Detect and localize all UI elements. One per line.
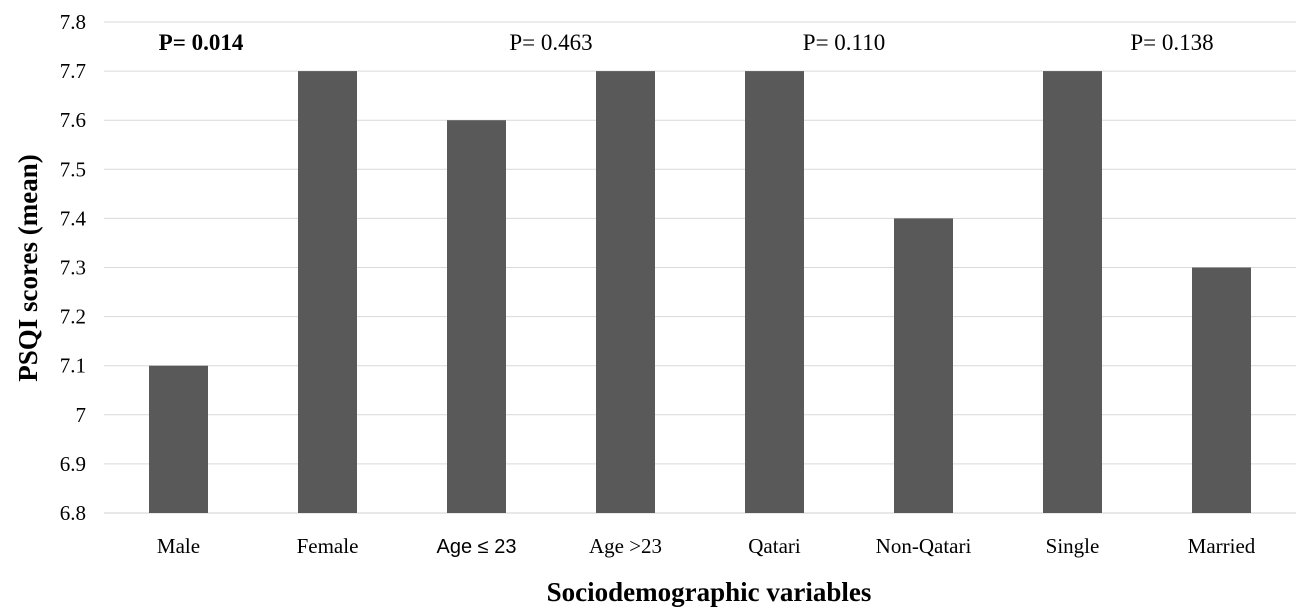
x-tick-label: Single: [1046, 534, 1100, 558]
bar: [1192, 267, 1251, 513]
gridlines: [104, 21, 1296, 514]
y-tick-label: 7.6: [60, 108, 86, 132]
x-axis-title: Sociodemographic variables: [547, 577, 872, 607]
x-tick-label: Age >23: [589, 534, 662, 558]
y-axis-ticks: 6.8 6.9 7 7.1 7.2 7.3 7.4 7.5 7.6 7.7 7.8: [60, 10, 87, 525]
x-tick-label: Qatari: [748, 534, 801, 558]
y-tick-label: 7: [76, 403, 87, 427]
bar: [596, 71, 655, 513]
bar: [298, 71, 357, 513]
x-tick-label: Non-Qatari: [876, 534, 972, 558]
y-tick-label: 7.2: [60, 305, 86, 329]
bar: [894, 218, 953, 513]
x-tick-label: Female: [297, 534, 359, 558]
p-value-annotations: P= 0.014 P= 0.463 P= 0.110 P= 0.138: [159, 30, 1214, 55]
bar: [447, 120, 506, 513]
x-axis-ticks: Male Female Age ≤ 23 Age >23 Qatari Non-Qatar…: [157, 534, 1256, 558]
bar: [1043, 71, 1102, 513]
x-tick-label: Married: [1188, 534, 1256, 558]
p-value-label: P= 0.110: [803, 30, 885, 55]
bar: [149, 365, 208, 513]
p-value-label: P= 0.463: [509, 30, 592, 55]
y-tick-label: 7.7: [60, 59, 86, 83]
y-tick-label: 7.5: [60, 157, 86, 181]
y-tick-label: 6.9: [60, 452, 86, 476]
y-tick-label: 7.8: [60, 10, 86, 34]
y-axis-title: PSQI scores (mean): [13, 154, 43, 381]
p-value-label: P= 0.014: [159, 30, 244, 55]
bar: [745, 71, 804, 513]
x-tick-label: Age ≤ 23: [437, 536, 517, 558]
x-tick-label: Male: [157, 534, 200, 558]
y-tick-label: 7.1: [60, 354, 86, 378]
y-tick-label: 6.8: [60, 501, 86, 525]
bars: [149, 71, 1251, 513]
y-tick-label: 7.4: [60, 206, 87, 230]
y-tick-label: 7.3: [60, 256, 86, 280]
p-value-label: P= 0.138: [1130, 30, 1213, 55]
